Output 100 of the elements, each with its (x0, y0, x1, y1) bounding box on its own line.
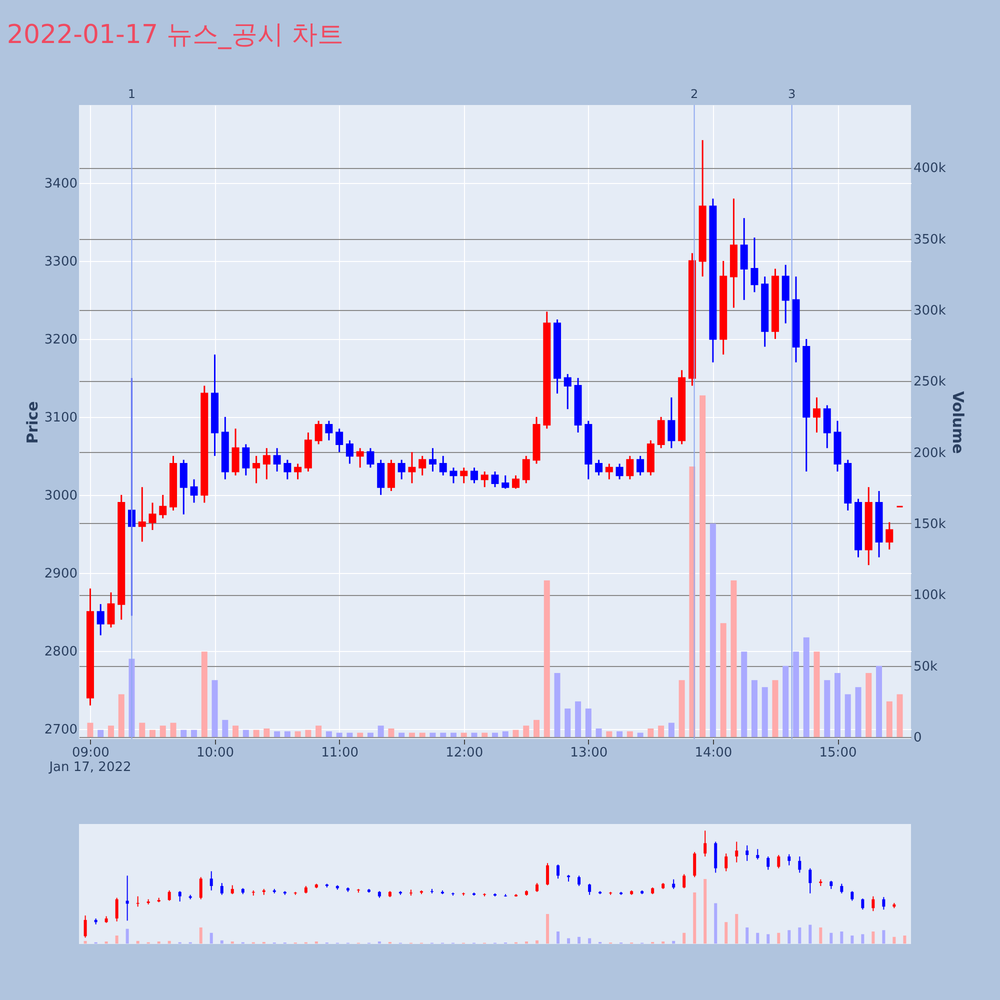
bar (471, 732, 478, 738)
bar (253, 730, 260, 738)
candlestick (273, 447, 281, 472)
candlestick (377, 459, 385, 496)
candlestick (96, 603, 104, 636)
bar (191, 730, 198, 738)
candlestick (823, 404, 831, 449)
bar (87, 722, 94, 738)
bar (294, 731, 301, 738)
bar (575, 701, 582, 738)
candlestick (294, 462, 302, 480)
bar (274, 731, 280, 738)
candlestick (346, 440, 354, 464)
bar (305, 730, 312, 738)
bar (730, 580, 737, 738)
bar (616, 731, 623, 738)
bar (430, 732, 436, 738)
chart-title: 2022-01-17 뉴스_공시 차트 (6, 20, 344, 50)
ref-line-label: 3 (788, 87, 796, 101)
bar (762, 687, 768, 738)
candlestick (460, 466, 468, 484)
candlestick (138, 486, 146, 542)
candlestick (387, 459, 395, 492)
bar (502, 731, 508, 738)
y-tick-label: 2800 (44, 644, 78, 660)
bar (326, 731, 332, 738)
bar (866, 672, 872, 738)
bar (596, 728, 602, 738)
x-tick-label: 10:00 (196, 746, 234, 760)
bar (367, 732, 374, 738)
bar (855, 687, 862, 738)
candlestick (159, 494, 167, 520)
candlestick (180, 459, 188, 516)
candlestick (284, 459, 292, 480)
bar (710, 523, 716, 738)
bar (772, 680, 778, 738)
bar (751, 680, 758, 738)
bar (700, 395, 706, 738)
candlestick (636, 455, 644, 476)
candlestick (491, 470, 499, 488)
y2-tick-label: 250k (914, 374, 946, 390)
candlestick (336, 428, 344, 453)
candlestick (502, 474, 510, 490)
bar (844, 694, 851, 738)
bar (544, 580, 550, 738)
y2-axis-title: Volume (948, 391, 967, 454)
bar (180, 730, 187, 738)
bar (316, 726, 322, 738)
candlestick (408, 451, 416, 484)
x-tick-label: 13:00 (570, 746, 608, 760)
bar (408, 732, 415, 738)
bar (118, 694, 124, 738)
bar (482, 732, 488, 738)
x-tick-label: 15:00 (819, 746, 857, 760)
candlestick (512, 474, 520, 490)
bar (284, 731, 290, 738)
candlestick (605, 462, 613, 480)
bar (564, 708, 571, 738)
ref-line-label: 2 (690, 87, 698, 101)
bar (678, 680, 685, 738)
candlestick (242, 443, 250, 476)
candlestick (232, 428, 240, 476)
candlestick (668, 396, 676, 449)
bar (876, 666, 882, 738)
candlestick (428, 447, 436, 472)
x-tick-label: 14:00 (694, 746, 732, 760)
x-tick-label: 11:00 (321, 746, 359, 760)
bar (814, 652, 820, 738)
text: Jan 17, 2022 (48, 760, 132, 775)
candlestick (356, 447, 364, 468)
candlestick (366, 447, 374, 468)
bar (201, 652, 208, 738)
bar (637, 732, 644, 738)
bar (668, 722, 674, 738)
bar (378, 726, 384, 738)
x-tick-label: 12:00 (446, 746, 484, 760)
bar (523, 726, 530, 738)
bar (108, 726, 114, 738)
candlestick (262, 447, 270, 480)
bar (336, 732, 342, 738)
y2-tick-label: 150k (914, 516, 946, 532)
y-tick-label: 3000 (44, 488, 78, 504)
y-tick-label: 3300 (44, 254, 78, 270)
candlestick (595, 459, 603, 476)
bar (346, 732, 353, 738)
bar (896, 694, 903, 738)
y-tick-label: 2700 (44, 722, 78, 738)
y-tick-label: 3400 (44, 176, 78, 192)
candlestick (107, 592, 115, 628)
bar (440, 732, 446, 738)
bar (534, 720, 540, 738)
candlestick (657, 416, 665, 449)
candlestick (148, 502, 156, 531)
candlestick (418, 455, 426, 476)
bar (150, 730, 156, 738)
y2-tick-label: 100k (914, 588, 946, 604)
bar (554, 672, 560, 738)
candlestick (480, 470, 488, 488)
bar (606, 731, 612, 738)
bar (658, 726, 664, 738)
